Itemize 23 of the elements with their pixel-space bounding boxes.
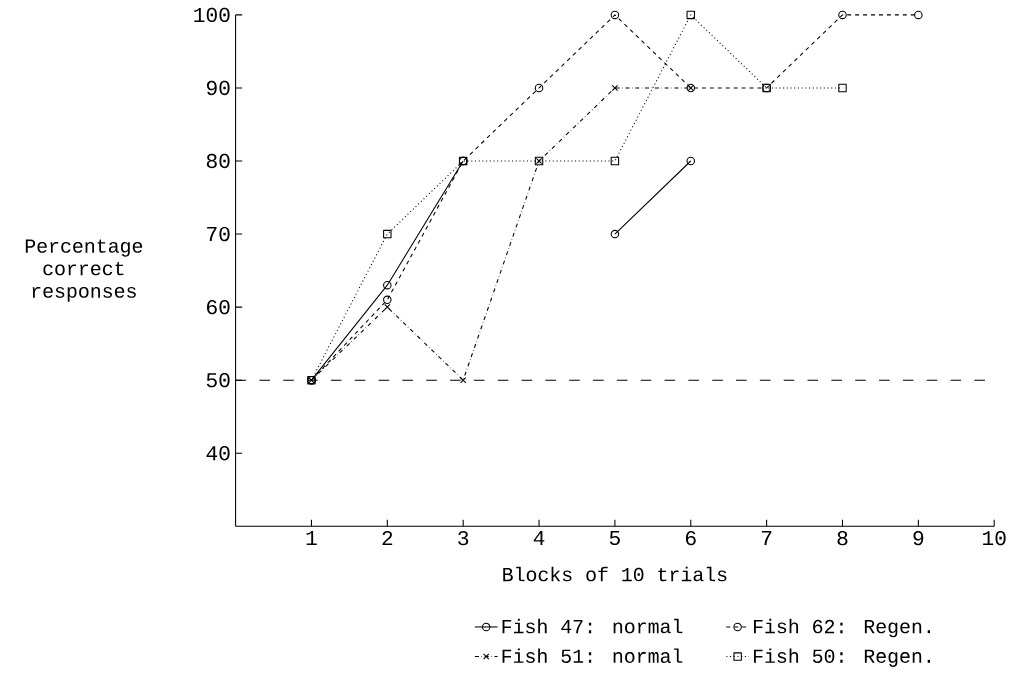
y-tick-label: 100 (194, 7, 230, 23)
x-tick-label: 5 (609, 530, 620, 546)
y-tick-label: 50 (206, 372, 230, 388)
legend-label: Fish 51: normal (502, 648, 683, 663)
x-tick-label: 9 (913, 530, 924, 546)
x-tick-label: 7 (761, 530, 772, 545)
y-tick-label: 70 (207, 226, 230, 242)
x-tick-label: 3 (458, 530, 469, 546)
x-tick-label: 6 (685, 530, 696, 546)
legend-label: Fish 50: Regen. (753, 648, 930, 667)
x-tick-label: 4 (533, 530, 545, 545)
y-tick-label: 90 (206, 80, 230, 96)
x-tick-label: 10 (983, 530, 1006, 546)
x-tick-label: 8 (837, 530, 848, 546)
y-tick-label: 60 (207, 299, 230, 315)
legend-label: Fish 62: Regen. (753, 618, 930, 638)
x-axis-title: Blocks of 10 trials (503, 566, 727, 582)
legend-label: Fish 47: normal (502, 618, 683, 634)
y-tick-label: 40 (206, 445, 230, 461)
x-tick-label: 2 (382, 530, 393, 546)
x-tick-label: 1 (306, 530, 317, 545)
y-tick-label: 80 (206, 153, 230, 169)
y-axis-title: Percentage correct responses (25, 239, 143, 302)
